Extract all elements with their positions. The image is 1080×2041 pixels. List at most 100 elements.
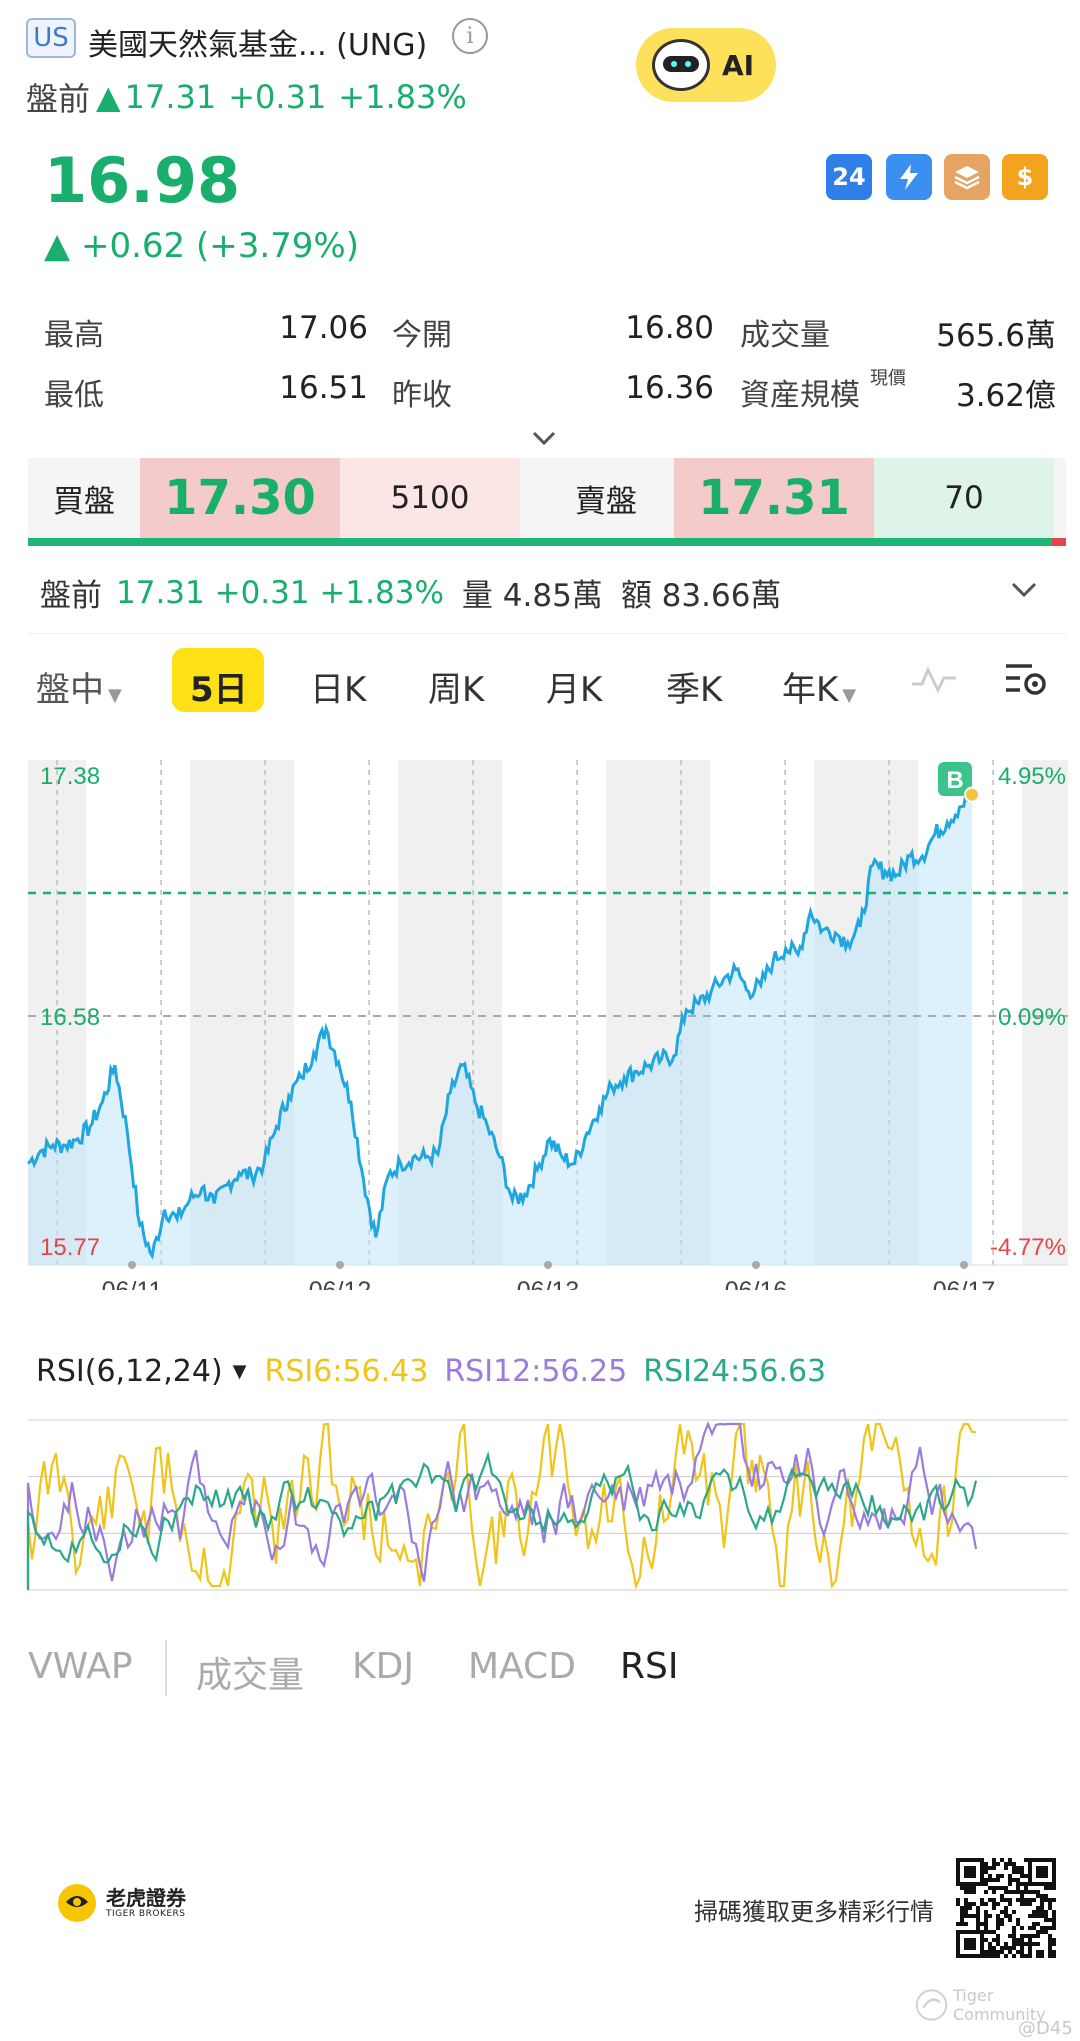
afterhours-band xyxy=(1022,760,1068,1265)
indicator-tab-kdj[interactable]: KDJ xyxy=(352,1646,414,1687)
tab-daily-k[interactable]: 日K xyxy=(310,670,367,710)
rsi-chart[interactable] xyxy=(0,1400,1080,1600)
qr-module xyxy=(1040,1882,1044,1886)
qr-module xyxy=(1008,1874,1012,1878)
qr-module xyxy=(1048,1898,1052,1902)
qr-module xyxy=(968,1886,972,1890)
up-arrow-icon: ▲ xyxy=(96,78,121,116)
buy-marker-badge xyxy=(938,762,972,796)
indicator-tab-volume[interactable]: 成交量 xyxy=(196,1655,305,1696)
qr-module xyxy=(1036,1930,1040,1934)
qr-module xyxy=(956,1858,960,1862)
qr-module xyxy=(1048,1926,1052,1930)
qr-module xyxy=(976,1922,980,1926)
qr-module xyxy=(1036,1870,1040,1874)
premarket-row[interactable]: 盤前 17.31 +0.31 +1.83% 量 4.85萬 額 83.66萬 xyxy=(40,570,781,615)
last-price-dot xyxy=(964,786,980,803)
qr-module xyxy=(960,1918,964,1922)
rsi-selector[interactable]: RSI(6,12,24) xyxy=(36,1354,223,1389)
indicator-tab-vwap[interactable]: VWAP xyxy=(28,1646,133,1687)
qr-module xyxy=(956,1874,960,1878)
qr-module xyxy=(964,1886,968,1890)
qr-module xyxy=(1036,1954,1040,1958)
dollar-icon[interactable]: $ xyxy=(1002,154,1048,200)
qr-module xyxy=(1020,1898,1024,1902)
x-axis-label: 06/12 xyxy=(309,1277,372,1290)
stock-name[interactable]: 美國天然氣基金... (UNG) xyxy=(88,28,428,63)
qr-module xyxy=(1016,1898,1020,1902)
qr-module xyxy=(1040,1874,1044,1878)
tab-intraday[interactable]: 盤中 ▼ xyxy=(36,662,122,711)
qr-module xyxy=(1052,1918,1056,1922)
qr-module xyxy=(1000,1922,1004,1926)
qr-module xyxy=(964,1922,968,1926)
chevron-down-icon[interactable] xyxy=(530,424,558,452)
indicator-tab-rsi[interactable]: RSI xyxy=(620,1646,679,1687)
tab-weekly-k[interactable]: 周K xyxy=(428,670,485,710)
qr-module xyxy=(1012,1954,1016,1958)
qr-module xyxy=(1028,1934,1032,1938)
qr-module xyxy=(964,1902,968,1906)
qr-module xyxy=(964,1882,968,1886)
qr-module xyxy=(1020,1882,1024,1886)
qr-module xyxy=(956,1950,960,1954)
qr-module xyxy=(964,1914,968,1918)
qr-module xyxy=(984,1870,988,1874)
qr-module xyxy=(956,1946,960,1950)
ai-assistant-button[interactable]: AI xyxy=(636,28,776,102)
qr-module xyxy=(1040,1950,1044,1954)
qr-module xyxy=(968,1954,972,1958)
tab-quarterly-k[interactable]: 季K xyxy=(666,670,723,710)
y-axis-label-prev-close: 16.58 xyxy=(40,1004,100,1031)
watermark-text: Tiger Community xyxy=(952,1986,1046,2024)
qr-module xyxy=(992,1866,996,1870)
qr-module xyxy=(984,1950,988,1954)
qr-module xyxy=(988,1942,992,1946)
qr-module xyxy=(1052,1910,1056,1914)
qr-module xyxy=(1016,1886,1020,1890)
qr-module xyxy=(1052,1938,1056,1942)
tab-yearly-k[interactable]: 年K ▼ xyxy=(782,662,856,711)
rsi-legend: RSI(6,12,24) ▼ RSI6:56.43 RSI12:56.25 RS… xyxy=(36,1354,826,1389)
24-hour-icon[interactable]: 24 xyxy=(826,154,872,200)
ask-label: 賣盤 xyxy=(575,483,637,520)
qr-module xyxy=(996,1938,1000,1942)
chart-settings-icon[interactable] xyxy=(1002,660,1050,700)
layers-icon[interactable] xyxy=(944,154,990,200)
qr-module xyxy=(968,1870,972,1874)
qr-module xyxy=(996,1862,1000,1866)
qr-module xyxy=(996,1878,1000,1882)
caret-down-icon[interactable]: ▼ xyxy=(232,1361,247,1382)
qr-module xyxy=(968,1906,972,1910)
qr-module xyxy=(956,1954,960,1958)
qr-module xyxy=(1052,1914,1056,1918)
qr-module xyxy=(996,1874,1000,1878)
indicator-tab-macd[interactable]: MACD xyxy=(468,1646,576,1687)
qr-module xyxy=(1032,1934,1036,1938)
open-value: 16.80 xyxy=(625,310,714,346)
qr-module xyxy=(1020,1950,1024,1954)
flash-trade-icon[interactable] xyxy=(886,154,932,200)
qr-module xyxy=(1020,1946,1024,1950)
qr-module xyxy=(972,1882,976,1886)
qr-module xyxy=(1008,1878,1012,1882)
qr-module xyxy=(1036,1914,1040,1918)
tab-monthly-k[interactable]: 月K xyxy=(546,670,603,710)
ask-price[interactable]: 17.31 xyxy=(674,458,874,538)
qr-module xyxy=(988,1950,992,1954)
qr-module xyxy=(1032,1910,1036,1914)
qr-module xyxy=(1036,1922,1040,1926)
chevron-down-icon[interactable] xyxy=(1010,578,1038,602)
bid-price[interactable]: 17.30 xyxy=(140,458,340,538)
tab-5-day[interactable]: 5日 xyxy=(190,670,248,710)
qr-module xyxy=(956,1930,960,1934)
price-chart[interactable]: 17.38 16.58 15.77 4.95% 0.09% -4.77% 06/… xyxy=(0,730,1080,1290)
rsi24-value: RSI24:56.63 xyxy=(643,1354,827,1389)
qr-module xyxy=(1048,1954,1052,1958)
qr-module xyxy=(984,1910,988,1914)
info-icon[interactable]: i xyxy=(452,18,488,54)
line-style-icon[interactable] xyxy=(910,664,958,696)
qr-module xyxy=(992,1858,996,1862)
buy-marker[interactable]: B xyxy=(938,762,972,796)
qr-module xyxy=(1048,1858,1052,1862)
